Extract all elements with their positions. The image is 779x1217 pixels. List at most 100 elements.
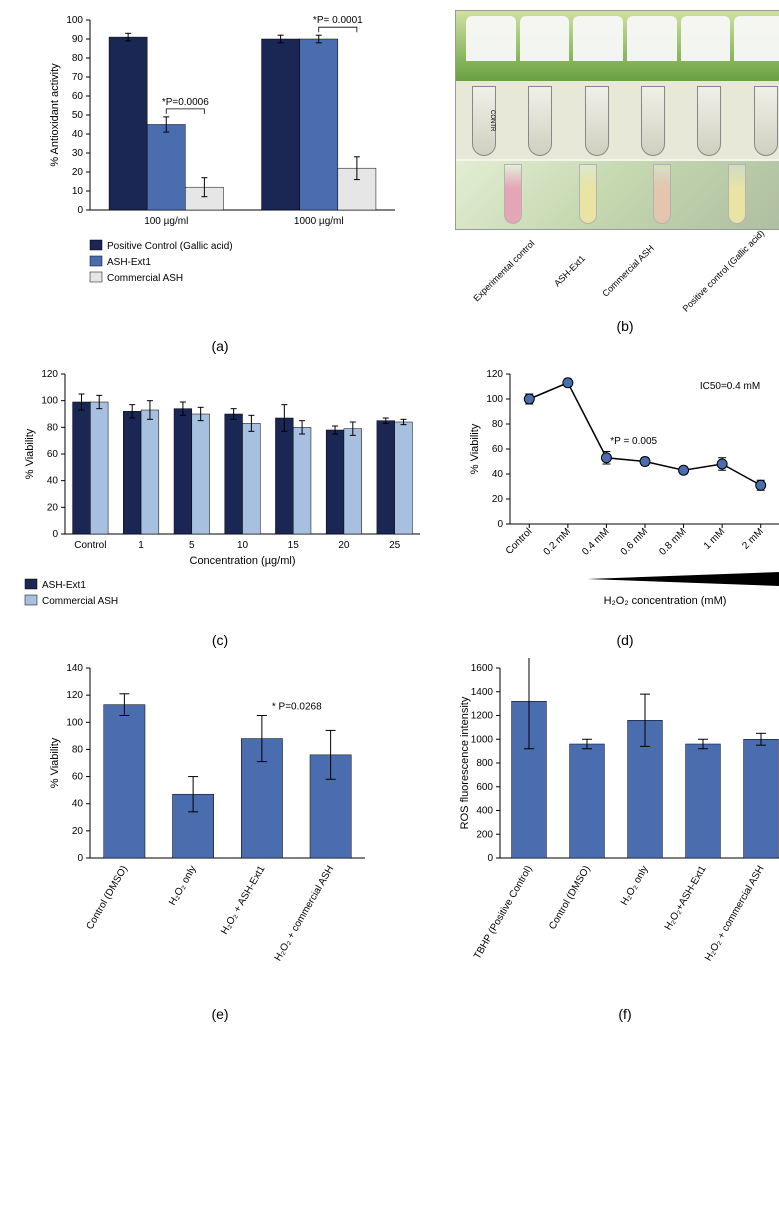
svg-text:40: 40 (72, 799, 84, 810)
panel-d: 020406080100120% ViabilityControl0.2 mM0… (440, 364, 779, 648)
svg-text:H₂O₂ + commercial ASH: H₂O₂ + commercial ASH (273, 864, 337, 963)
svg-text:120: 120 (486, 369, 503, 380)
svg-text:Control (DMSO): Control (DMSO) (85, 864, 130, 932)
svg-text:70: 70 (72, 72, 84, 83)
svg-text:0.6 mM: 0.6 mM (619, 526, 650, 557)
svg-text:H₂O₂ + commercial ASH: H₂O₂ + commercial ASH (703, 864, 767, 963)
svg-text:200: 200 (476, 829, 493, 840)
svg-text:20: 20 (492, 494, 504, 505)
svg-text:H₂O₂ + ASH-Ext1: H₂O₂ + ASH-Ext1 (219, 864, 268, 937)
svg-text:60: 60 (72, 91, 84, 102)
svg-text:% Viability: % Viability (49, 737, 61, 788)
svg-text:80: 80 (492, 419, 504, 430)
svg-text:Concentration (µg/ml): Concentration (µg/ml) (190, 555, 296, 567)
svg-text:*P=0.0006: *P=0.0006 (162, 97, 209, 108)
svg-text:40: 40 (47, 476, 59, 487)
svg-text:40: 40 (492, 469, 504, 480)
svg-text:100: 100 (486, 394, 503, 405)
panel-f: 0 200 400 600 800 1000 1200 1400 1600 ROS fluores… (440, 658, 779, 1022)
svg-text:* P=0.0268: * P=0.0268 (272, 702, 322, 713)
svg-text:H₂O₂ only: H₂O₂ only (167, 864, 198, 908)
svg-text:*P = 0.005: *P = 0.005 (610, 436, 657, 447)
svg-text:0: 0 (497, 519, 503, 530)
svg-text:0: 0 (77, 205, 83, 216)
svg-text:600: 600 (476, 782, 493, 793)
chart-f: 0 200 400 600 800 1000 1200 1400 1600 ROS fluores… (440, 658, 779, 998)
svg-text:20: 20 (72, 167, 84, 178)
svg-text:90: 90 (72, 34, 84, 45)
svg-text:140: 140 (66, 663, 83, 674)
svg-text:% Viability: % Viability (24, 428, 36, 479)
svg-text:1000 µg/ml: 1000 µg/ml (294, 216, 344, 227)
panel-label-c: (c) (212, 632, 228, 648)
chart-a: 0 10 20 30 40 50 60 70 80 90 100 % Antioxidant acti… (35, 10, 405, 330)
svg-text:800: 800 (476, 758, 493, 769)
panel-label-f: (f) (618, 1006, 631, 1022)
svg-text:80: 80 (47, 422, 59, 433)
svg-text:120: 120 (66, 690, 83, 701)
svg-text:ROS fluorescence intensity: ROS fluorescence intensity (459, 696, 471, 829)
svg-text:0.8 mM: 0.8 mM (657, 526, 688, 557)
svg-text:1200: 1200 (471, 711, 494, 722)
svg-text:1: 1 (138, 540, 144, 551)
chart-e: 0 20 40 60 80 100 120 140 % Viability Control (DM… (35, 658, 405, 998)
photo-b: CONTR (455, 10, 779, 230)
svg-text:% Antioxidant activity: % Antioxidant activity (49, 63, 61, 167)
svg-text:100: 100 (66, 15, 83, 26)
svg-text:60: 60 (72, 772, 84, 783)
svg-text:10: 10 (72, 186, 84, 197)
svg-text:0.2 mM: 0.2 mM (542, 526, 573, 557)
svg-text:80: 80 (72, 744, 84, 755)
svg-text:5: 5 (189, 540, 195, 551)
svg-text:1000: 1000 (471, 734, 494, 745)
svg-text:10: 10 (237, 540, 249, 551)
svg-text:20: 20 (72, 826, 84, 837)
svg-text:1400: 1400 (471, 687, 494, 698)
figure-grid: 0102030405060708090100% Antioxidant acti… (10, 10, 769, 1022)
svg-text:ASH-Ext1: ASH-Ext1 (42, 580, 86, 591)
svg-text:400: 400 (476, 806, 493, 817)
panel-label-d: (d) (616, 632, 633, 648)
svg-text:Control: Control (74, 540, 106, 551)
panel-a: 0 10 20 30 40 50 60 70 80 90 100 % Antioxidant acti… (10, 10, 430, 354)
svg-text:0.4 mM: 0.4 mM (580, 526, 611, 557)
svg-text:2 mM: 2 mM (740, 526, 765, 551)
svg-text:100 µg/ml: 100 µg/ml (144, 216, 188, 227)
svg-text:50: 50 (72, 110, 84, 121)
svg-text:120: 120 (41, 369, 58, 380)
svg-text:Positive Control (Gallic acid): Positive Control (Gallic acid) (107, 241, 233, 252)
svg-text:% Viability: % Viability (469, 423, 481, 474)
panel-label-a: (a) (211, 338, 228, 354)
svg-text:30: 30 (72, 148, 84, 159)
svg-text:Control (DMSO): Control (DMSO) (547, 864, 592, 932)
svg-text:Commercial ASH: Commercial ASH (107, 273, 183, 284)
svg-text:*P= 0.0001: *P= 0.0001 (313, 15, 363, 26)
svg-text:H₂O₂ concentration (mM): H₂O₂ concentration (mM) (604, 595, 727, 607)
svg-text:H₂O₂ only: H₂O₂ only (619, 864, 650, 908)
svg-text:40: 40 (72, 129, 84, 140)
svg-text:Control: Control (504, 526, 535, 557)
svg-text:80: 80 (72, 53, 84, 64)
chart-c: 020406080100120% ViabilityControl1510152… (10, 364, 430, 624)
svg-text:0: 0 (487, 853, 493, 864)
svg-text:100: 100 (41, 396, 58, 407)
svg-text:ASH-Ext1: ASH-Ext1 (107, 257, 151, 268)
svg-text:0: 0 (52, 529, 58, 540)
svg-text:25: 25 (389, 540, 401, 551)
panel-c: 020406080100120% ViabilityControl1510152… (10, 364, 430, 648)
panel-e: 0 20 40 60 80 100 120 140 % Viability Control (DM… (10, 658, 430, 1022)
svg-text:TBHP (Positive Control): TBHP (Positive Control) (472, 864, 535, 961)
svg-text:60: 60 (492, 444, 504, 455)
svg-text:15: 15 (288, 540, 300, 551)
svg-text:0: 0 (77, 853, 83, 864)
svg-text:H₂O₂+ASH-Ext1: H₂O₂+ASH-Ext1 (663, 864, 709, 933)
svg-text:20: 20 (47, 502, 59, 513)
panel-b: CONTR Experimental controlASH-Ext1Commer… (440, 10, 779, 354)
svg-text:20: 20 (338, 540, 350, 551)
chart-d: 020406080100120% ViabilityControl0.2 mM0… (460, 364, 779, 624)
svg-text:1600: 1600 (471, 663, 494, 674)
panel-label-e: (e) (211, 1006, 228, 1022)
svg-text:1 mM: 1 mM (702, 526, 727, 551)
svg-text:Commercial ASH: Commercial ASH (42, 596, 118, 607)
svg-text:100: 100 (66, 717, 83, 728)
